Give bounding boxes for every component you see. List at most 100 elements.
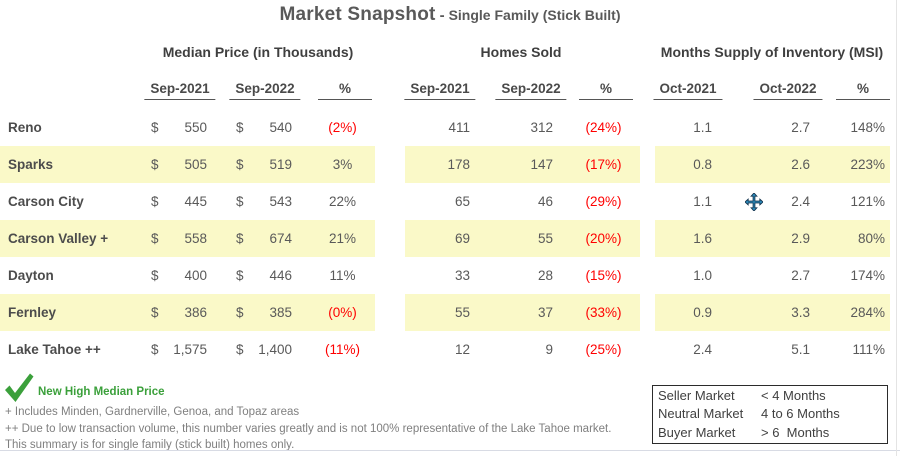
sold-pct-cell: (17%)	[585, 157, 622, 172]
currency-symbol: $	[236, 268, 244, 283]
row-section-homes-sold: 65 46 (29%)	[405, 183, 640, 220]
row-section-median: Sparks $ 505 $ 519 3%	[0, 146, 375, 183]
sold-2021-value: 12	[454, 342, 470, 357]
row-section-homes-sold: 69 55 (20%)	[405, 220, 640, 257]
median-2022-value: 519	[269, 157, 292, 172]
legend-value: 4 to 6 Months	[761, 406, 840, 422]
currency-symbol: $	[236, 120, 244, 135]
section-gap	[640, 331, 655, 368]
sold-2022-value: 312	[530, 120, 553, 135]
table-row: Lake Tahoe ++ $ 1,575 $ 1,400 (11%) 12 9…	[0, 331, 890, 368]
msi-2021-value: 2.4	[693, 342, 712, 357]
currency-symbol: $	[151, 157, 159, 172]
median-pct-cell: 22%	[328, 194, 357, 209]
checkmark-icon	[5, 373, 34, 402]
sold-pct-cell: (24%)	[585, 120, 622, 135]
msi-2021-value: 1.1	[693, 120, 712, 135]
row-section-homes-sold: 411 312 (24%)	[405, 109, 640, 146]
median-pct-cell: 11%	[329, 268, 356, 283]
sold-2021-value: 178	[447, 157, 470, 172]
legend-value: < 4 Months	[761, 388, 826, 404]
sold-2022-value: 46	[537, 194, 553, 209]
msi-2022-value: 2.7	[791, 120, 810, 135]
sold-pct-cell: (33%)	[585, 305, 622, 320]
column-header-msi-oct-2021: Oct-2021	[653, 81, 723, 100]
msi-2022-value: 2.9	[791, 231, 810, 246]
section-gap	[640, 183, 655, 220]
legend-label: Buyer Market	[658, 424, 736, 440]
row-label: Fernley	[8, 305, 57, 320]
currency-symbol: $	[151, 305, 159, 320]
sold-pct-cell: (25%)	[585, 342, 622, 357]
section-gap	[640, 220, 655, 257]
section-gap	[375, 146, 405, 183]
row-section-median: Reno $ 550 $ 540 (2%)	[0, 109, 375, 146]
sold-pct-cell: (20%)	[585, 231, 622, 246]
sold-2021-value: 69	[454, 231, 470, 246]
msi-2021-value: 0.9	[693, 305, 712, 320]
column-header-median-sep-2022: Sep-2022	[229, 81, 301, 100]
msi-2022-value: 5.1	[791, 342, 810, 357]
median-pct-cell: (0%)	[328, 305, 357, 320]
table-row: Dayton $ 400 $ 446 11% 33 28 (15%)	[0, 257, 890, 294]
msi-2022-value: 2.6	[791, 157, 810, 172]
legend-label: Neutral Market	[658, 406, 744, 422]
table-row: Carson City $ 445 $ 543 22% 65 46 (29%)	[0, 183, 890, 220]
msi-2021-value: 1.0	[693, 268, 712, 283]
median-2022-value: 1,400	[258, 342, 292, 357]
median-2022-value: 674	[269, 231, 292, 246]
msi-pct-cell: 111%	[852, 342, 885, 357]
title-subtitle: Single Family (Stick Built)	[448, 7, 621, 23]
title-separator: -	[439, 7, 445, 24]
row-section-msi: 1.1 2.7 148%	[655, 109, 890, 146]
row-section-median: Lake Tahoe ++ $ 1,575 $ 1,400 (11%)	[0, 331, 375, 368]
table-row: Carson Valley + $ 558 $ 674 21% 69 55 (2…	[0, 220, 890, 257]
legend-label: Seller Market	[658, 388, 735, 404]
column-header-sold-sep-2022: Sep-2022	[495, 81, 567, 100]
median-2022-cell: $ 543	[230, 194, 292, 209]
row-section-median: Carson City $ 445 $ 543 22%	[0, 183, 375, 220]
currency-symbol: $	[151, 268, 159, 283]
sold-2022-value: 37	[537, 305, 553, 320]
row-section-msi: 0.9 3.3 284%	[655, 294, 890, 331]
row-section-homes-sold: 12 9 (25%)	[405, 331, 640, 368]
median-2021-value: 1,575	[173, 342, 207, 357]
row-label: Carson Valley +	[8, 231, 109, 246]
median-2021-value: 505	[184, 157, 207, 172]
row-section-msi: 1.6 2.9 80%	[655, 220, 890, 257]
section-gap	[640, 294, 655, 331]
median-2022-value: 543	[269, 194, 292, 209]
median-2021-value: 445	[184, 194, 207, 209]
table-row: Fernley $ 386 $ 385 (0%) 55 37 (33%)	[0, 294, 890, 331]
msi-2021-value: 1.1	[693, 194, 712, 209]
row-section-homes-sold: 33 28 (15%)	[405, 257, 640, 294]
legend-row-neutral: Neutral Market 4 to 6 Months	[658, 405, 887, 423]
currency-symbol: $	[236, 194, 244, 209]
sold-pct-cell: (15%)	[585, 268, 622, 283]
median-2022-cell: $ 540	[230, 120, 292, 135]
section-gap	[375, 331, 405, 368]
section-gap	[375, 220, 405, 257]
median-pct-cell: (2%)	[328, 120, 357, 135]
table-row: Sparks $ 505 $ 519 3% 178 147 (17%)	[0, 146, 890, 183]
footnote-double-plus: ++ Due to low transaction volume, this n…	[5, 423, 612, 435]
row-section-median: Carson Valley + $ 558 $ 674 21%	[0, 220, 375, 257]
sold-2021-value: 411	[448, 120, 470, 135]
currency-symbol: $	[151, 194, 159, 209]
legend-value: > 6 Months	[761, 424, 830, 440]
section-gap	[375, 257, 405, 294]
msi-2021-value: 0.8	[693, 157, 712, 172]
column-header-sold-sep-2021: Sep-2021	[404, 81, 476, 100]
median-2021-value: 550	[184, 120, 207, 135]
row-section-msi: 2.4 5.1 111%	[655, 331, 890, 368]
row-section-homes-sold: 55 37 (33%)	[405, 294, 640, 331]
msi-pct-cell: 148%	[850, 120, 885, 135]
section-gap	[375, 294, 405, 331]
column-header-median-pct: %	[317, 81, 373, 100]
currency-symbol: $	[236, 305, 244, 320]
msi-pct-cell: 80%	[857, 231, 885, 246]
row-label: Lake Tahoe ++	[8, 342, 101, 357]
section-gap	[640, 109, 655, 146]
legend-row-seller: Seller Market < 4 Months	[658, 387, 887, 405]
